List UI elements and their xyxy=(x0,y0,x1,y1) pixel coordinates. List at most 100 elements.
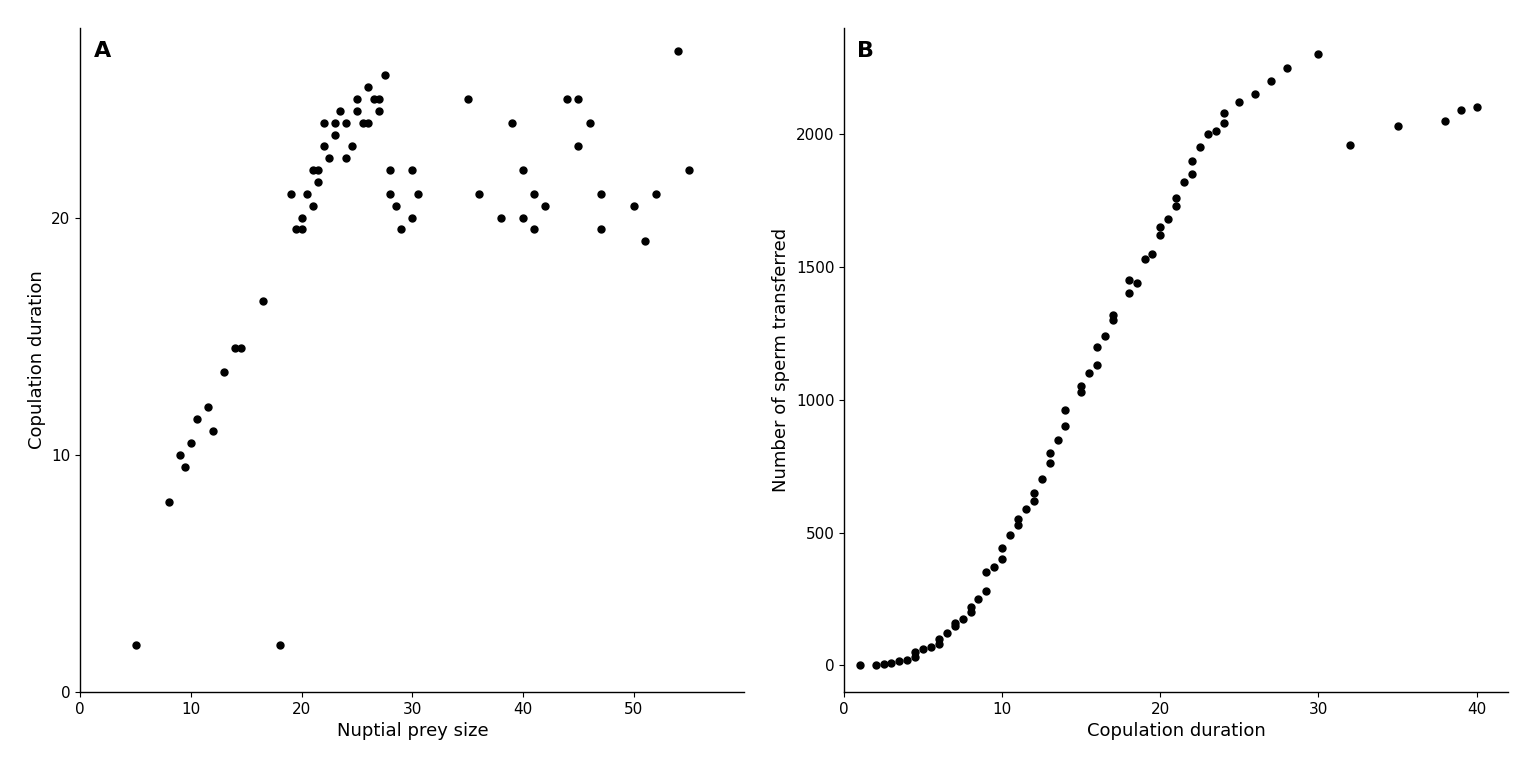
Point xyxy=(903,646,928,658)
Point xyxy=(157,496,181,508)
Point xyxy=(178,437,203,449)
Point xyxy=(1306,48,1330,61)
Point xyxy=(1021,495,1046,507)
Point xyxy=(167,449,192,461)
Point xyxy=(1084,340,1109,353)
Point xyxy=(174,461,198,473)
Point xyxy=(184,413,209,425)
Point xyxy=(998,529,1023,541)
Point xyxy=(1140,247,1164,260)
Point xyxy=(488,211,513,223)
Point xyxy=(301,164,326,176)
Point xyxy=(1084,359,1109,371)
Point xyxy=(926,633,951,645)
Point xyxy=(522,187,547,200)
Point xyxy=(895,654,920,666)
Point xyxy=(1164,200,1189,212)
Point xyxy=(644,187,668,200)
Point xyxy=(195,401,220,413)
Point xyxy=(1227,96,1252,108)
Point xyxy=(1147,221,1172,233)
Point xyxy=(1180,154,1204,167)
Point xyxy=(356,117,381,129)
Point xyxy=(1212,107,1236,119)
Point xyxy=(289,211,313,223)
Point xyxy=(677,164,702,176)
Point xyxy=(1021,487,1046,499)
Point xyxy=(1275,61,1299,74)
Point xyxy=(356,81,381,93)
Point xyxy=(339,141,364,153)
Point xyxy=(943,619,968,631)
Point xyxy=(989,553,1014,565)
Point xyxy=(863,659,888,671)
Point xyxy=(250,294,275,306)
Point xyxy=(467,187,492,200)
Point xyxy=(316,152,341,164)
Point xyxy=(344,93,369,105)
Point xyxy=(934,627,958,640)
Point xyxy=(1212,118,1236,130)
Point xyxy=(378,187,402,200)
Point xyxy=(511,164,536,176)
Point xyxy=(284,223,309,236)
Point xyxy=(1117,274,1141,286)
Point xyxy=(344,104,369,117)
Point xyxy=(378,164,402,176)
Point xyxy=(223,342,247,354)
Point xyxy=(1433,114,1458,127)
Point xyxy=(951,613,975,625)
Point xyxy=(1029,473,1054,485)
Point xyxy=(943,617,968,629)
Point xyxy=(329,104,353,117)
Point xyxy=(333,117,358,129)
Point xyxy=(1172,176,1197,188)
Y-axis label: Number of sperm transferred: Number of sperm transferred xyxy=(773,228,790,492)
Point xyxy=(323,117,347,129)
Point xyxy=(958,606,983,618)
Point xyxy=(1195,128,1220,141)
Point xyxy=(406,187,430,200)
Point xyxy=(212,366,237,378)
Point xyxy=(588,223,613,236)
Point xyxy=(499,117,524,129)
Point xyxy=(1203,125,1227,137)
Y-axis label: Copulation duration: Copulation duration xyxy=(28,270,46,449)
Point xyxy=(879,657,903,669)
Point xyxy=(903,651,928,664)
Point xyxy=(323,128,347,141)
Point xyxy=(456,93,481,105)
Point xyxy=(333,152,358,164)
Point xyxy=(1243,88,1267,101)
Point xyxy=(926,638,951,650)
X-axis label: Nuptial prey size: Nuptial prey size xyxy=(336,722,488,740)
Point xyxy=(1258,74,1283,87)
Point xyxy=(1157,213,1181,225)
Point xyxy=(1132,253,1157,265)
Point xyxy=(974,585,998,598)
Point xyxy=(1464,101,1488,114)
Point xyxy=(301,200,326,212)
Point xyxy=(1069,380,1094,392)
Point xyxy=(871,658,895,670)
Point xyxy=(1101,309,1126,321)
Point xyxy=(1014,502,1038,515)
Point xyxy=(911,644,935,656)
Text: B: B xyxy=(857,41,874,61)
Point xyxy=(665,45,690,58)
Point xyxy=(1006,513,1031,525)
Point xyxy=(229,342,253,354)
Point xyxy=(554,93,579,105)
Point xyxy=(588,187,613,200)
Point xyxy=(1077,367,1101,379)
Point xyxy=(399,211,424,223)
Point xyxy=(361,93,386,105)
Point xyxy=(919,641,943,653)
Point xyxy=(578,117,602,129)
Point xyxy=(533,200,558,212)
Point xyxy=(1006,518,1031,531)
Point xyxy=(1054,420,1078,432)
Point xyxy=(350,117,375,129)
Point xyxy=(1054,404,1078,416)
Point xyxy=(1147,229,1172,241)
